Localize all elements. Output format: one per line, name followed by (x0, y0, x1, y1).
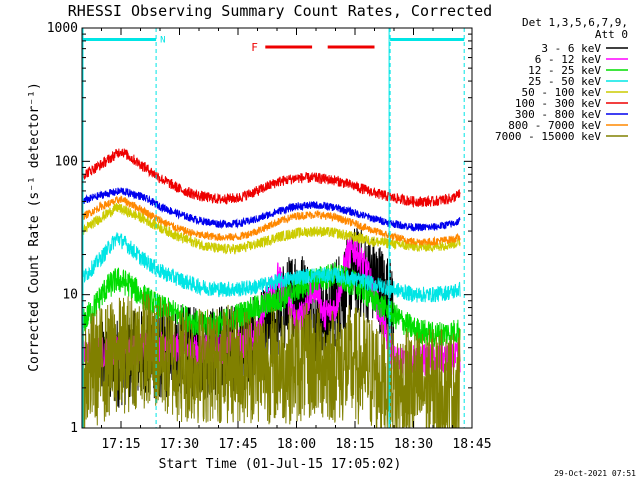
x-axis-label: Start Time (01-Jul-15 17:05:02) (159, 457, 402, 472)
y-tick-label: 1 (70, 421, 78, 436)
series-9 (81, 292, 461, 429)
chart-title: RHESSI Observing Summary Count Rates, Co… (68, 2, 492, 20)
y-tick-label: 100 (55, 154, 78, 169)
x-tick-label: 18:15 (335, 437, 374, 452)
legend-item: 100 - 300 keV (515, 97, 628, 110)
legend-label: 25 - 50 keV (528, 75, 601, 88)
footer-timestamp: 29-Oct-2021 07:51 (554, 469, 636, 478)
legend-item: 6 - 12 keV (535, 53, 628, 66)
x-tick-label: 18:45 (452, 437, 491, 452)
series-line (81, 292, 461, 429)
y-axis-label: Corrected Count Rate (s⁻¹ detector⁻¹) (27, 82, 42, 372)
series-3 (81, 261, 461, 348)
x-tick-label: 17:30 (160, 437, 199, 452)
annotation-layer: NF (82, 28, 465, 428)
series-line (81, 148, 461, 208)
legend-header: Det 1,3,5,6,7,9, Att 0 (522, 16, 628, 41)
legend-item: 50 - 100 keV (522, 86, 628, 99)
legend-item: 3 - 6 keV (541, 42, 628, 55)
legend-label: 800 - 7000 keV (508, 119, 601, 132)
legend-label: 100 - 300 keV (515, 97, 601, 110)
series-6 (81, 148, 461, 208)
series-line (81, 261, 461, 348)
series-7 (81, 187, 461, 232)
x-tick-label: 18:00 (277, 437, 316, 452)
legend-item: 800 - 7000 keV (508, 119, 628, 132)
y-tick-label: 10 (62, 288, 78, 303)
legend-item: 25 - 50 keV (528, 75, 628, 88)
night-bar-label: N (160, 35, 165, 45)
x-tick-label: 17:15 (101, 437, 140, 452)
series-line (81, 187, 461, 232)
legend-label: 12 - 25 keV (528, 64, 601, 77)
series-line (81, 195, 461, 247)
legend-item: 300 - 800 keV (515, 108, 628, 121)
legend-label: 300 - 800 keV (515, 108, 601, 121)
series-8 (81, 195, 461, 247)
legend-item: 7000 - 15000 keV (495, 130, 628, 143)
legend-label: 3 - 6 keV (541, 42, 601, 55)
flare-flag-label: F (251, 41, 258, 54)
series-line (81, 202, 461, 255)
series-line (81, 232, 461, 303)
legend-label: 6 - 12 keV (535, 53, 602, 66)
legend-header-line-2: Att 0 (595, 28, 628, 41)
series-5 (81, 202, 461, 255)
x-tick-label: 18:30 (394, 437, 433, 452)
series-4 (81, 232, 461, 303)
series-layer (81, 148, 461, 429)
legend-item: 12 - 25 keV (528, 64, 628, 77)
legend-label: 7000 - 15000 keV (495, 130, 601, 143)
axes: 17:15 17:30 17:45 18:00 18:15 18:30 18:45 1 10 10… (47, 21, 492, 452)
y-tick-label: 1000 (47, 21, 78, 36)
legend-label: 50 - 100 keV (522, 86, 602, 99)
legend-header-line-1: Det 1,3,5,6,7,9, (522, 16, 628, 29)
x-tick-label: 17:45 (218, 437, 257, 452)
